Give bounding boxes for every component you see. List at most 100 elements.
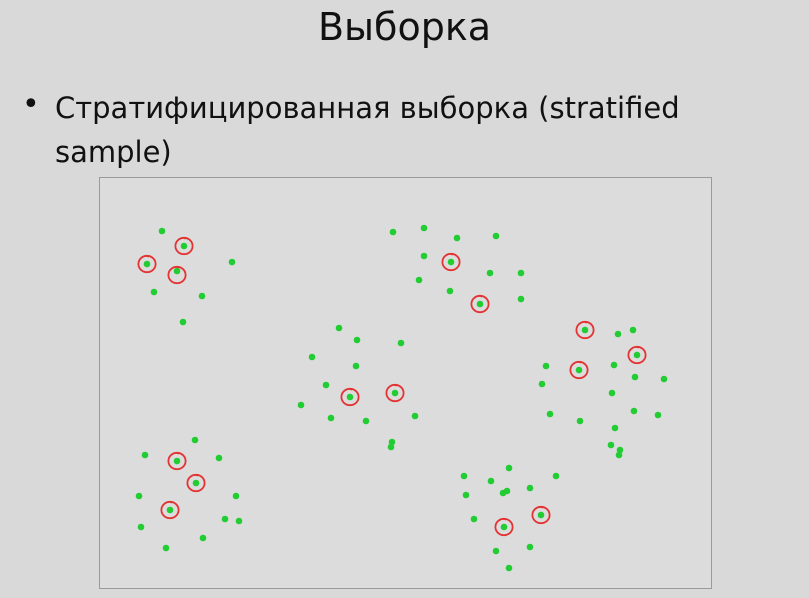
- sample-point: [607, 441, 615, 449]
- sample-point: [362, 417, 370, 425]
- sample-point: [173, 457, 181, 465]
- sample-point: [552, 472, 560, 480]
- sample-point: [389, 228, 397, 236]
- sample-point: [387, 443, 395, 451]
- sample-point: [526, 543, 534, 551]
- sample-point: [538, 380, 546, 388]
- sample-point: [462, 491, 470, 499]
- sample-point: [327, 414, 335, 422]
- sample-point: [158, 227, 166, 235]
- sample-point: [537, 511, 545, 519]
- sample-point: [335, 324, 343, 332]
- sample-point: [486, 269, 494, 277]
- selected-point-stroke: [344, 388, 353, 391]
- bullet-dot-icon: •: [22, 87, 40, 122]
- sample-point: [629, 326, 637, 334]
- sample-point: [576, 417, 584, 425]
- sample-point: [420, 252, 428, 260]
- sample-point: [388, 438, 396, 446]
- sample-point: [135, 492, 143, 500]
- sample-point: [630, 407, 638, 415]
- sample-point: [500, 523, 508, 531]
- sample-point: [633, 351, 641, 359]
- sample-point: [397, 339, 405, 347]
- sample-point: [235, 517, 243, 525]
- sample-point: [353, 336, 361, 344]
- sample-point: [199, 534, 207, 542]
- stratum-group: [389, 224, 525, 314]
- sample-point: [415, 276, 423, 284]
- selected-point-stroke: [445, 253, 454, 256]
- sample-point: [346, 393, 354, 401]
- stratum-group: [137, 227, 236, 326]
- selected-point-stroke: [631, 346, 640, 349]
- sample-point: [616, 446, 624, 454]
- sample-point: [505, 464, 513, 472]
- sample-point: [575, 366, 583, 374]
- sample-point: [228, 258, 236, 266]
- sample-point: [411, 412, 419, 420]
- sample-point: [297, 401, 305, 409]
- selected-point-stroke: [573, 361, 582, 364]
- sample-point: [581, 326, 589, 334]
- sample-point: [517, 295, 525, 303]
- sample-point: [232, 492, 240, 500]
- sample-point: [352, 362, 360, 370]
- sample-point: [654, 411, 662, 419]
- selected-point-stroke: [178, 237, 187, 240]
- sample-point: [453, 234, 461, 242]
- sample-point: [447, 258, 455, 266]
- sample-point: [526, 484, 534, 492]
- sample-point: [460, 472, 468, 480]
- sample-point: [221, 515, 229, 523]
- sample-point: [546, 410, 554, 418]
- bullet-text: Стратифицированная выборка (stratified s…: [55, 91, 680, 169]
- selected-point-stroke: [498, 518, 507, 521]
- sample-point: [631, 373, 639, 381]
- sample-point: [503, 487, 511, 495]
- sample-point: [492, 547, 500, 555]
- sample-point: [492, 232, 500, 240]
- sample-point: [542, 362, 550, 370]
- sample-point: [615, 451, 623, 459]
- selected-point-stroke: [171, 266, 180, 269]
- sample-point: [137, 523, 145, 531]
- selected-point-stroke: [389, 384, 398, 387]
- sample-point: [446, 287, 454, 295]
- sample-point: [179, 318, 187, 326]
- sample-point: [162, 544, 170, 552]
- stratum-group: [135, 436, 243, 552]
- slide-title: Выборка: [317, 5, 492, 49]
- sample-point: [505, 564, 513, 572]
- bullet-item: • Стратифицированная выборка (stratified…: [22, 86, 782, 174]
- selected-point-stroke: [141, 255, 150, 258]
- sample-point: [192, 479, 200, 487]
- sample-point: [391, 389, 399, 397]
- sample-point: [173, 267, 181, 275]
- selected-point-stroke: [474, 295, 483, 298]
- sample-point: [180, 242, 188, 250]
- sample-point: [608, 389, 616, 397]
- sample-point: [215, 454, 223, 462]
- sample-point: [487, 477, 495, 485]
- selected-point-stroke: [579, 321, 588, 324]
- sample-point: [150, 288, 158, 296]
- sample-point: [611, 424, 619, 432]
- selected-point-stroke: [190, 474, 199, 477]
- sample-point: [610, 361, 618, 369]
- sample-point: [191, 436, 199, 444]
- sample-point: [517, 269, 525, 277]
- sample-point: [166, 506, 174, 514]
- sample-point: [308, 353, 316, 361]
- selected-point-stroke: [535, 506, 544, 509]
- selected-point-stroke: [164, 501, 173, 504]
- diagram-frame: [99, 177, 712, 589]
- stratum-group: [297, 324, 419, 451]
- sample-point: [198, 292, 206, 300]
- sample-point: [322, 381, 330, 389]
- sample-point: [660, 375, 668, 383]
- sample-point: [470, 515, 478, 523]
- sample-point: [420, 224, 428, 232]
- sample-point: [476, 300, 484, 308]
